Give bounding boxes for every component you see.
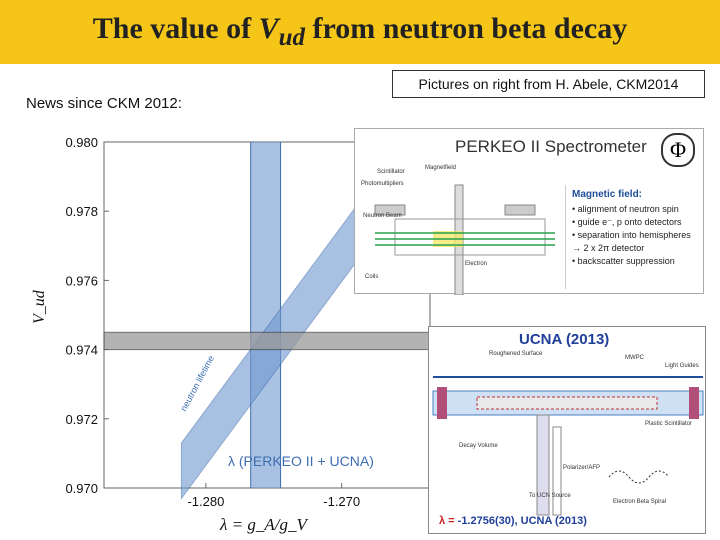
magnetic-item: → 2 x 2π detector <box>572 243 645 253</box>
horizontal-band <box>103 331 431 351</box>
title-suffix: from neutron beta decay <box>305 12 628 45</box>
magnetic-item: • guide e⁻, p onto detectors <box>572 217 682 227</box>
y-tick-label: 0.976 <box>65 273 98 288</box>
y-tick-label: 0.972 <box>65 412 98 427</box>
title-symbol: V <box>258 12 279 45</box>
magnetic-item: • alignment of neutron spin <box>572 204 679 214</box>
title-prefix: The value of <box>92 12 259 45</box>
y-axis-label: V_ud <box>31 289 48 324</box>
y-tick-label: 0.974 <box>65 343 98 358</box>
ucna-label: Electron Beta Spiral <box>613 499 667 505</box>
perkeo-logo-icon: Φ <box>661 133 695 167</box>
ucna-label: Decay Volume <box>459 443 498 449</box>
vertical-band-label: λ (PERKEO II + UCNA) <box>228 453 374 469</box>
y-tick-label: 0.970 <box>65 481 98 496</box>
perkeo-label: Magnetfield <box>425 165 457 171</box>
magnetic-field-box: Magnetic field: • alignment of neutron s… <box>565 185 703 289</box>
title-subscript: ud <box>278 24 306 51</box>
perkeo-title: PERKEO II Spectrometer <box>455 137 647 156</box>
x-axis-label: λ = g_A/g_V <box>219 515 309 534</box>
x-tick-label: -1.270 <box>323 494 360 509</box>
ucna-label: MWPC <box>625 355 644 361</box>
perkeo-panel: PERKEO II Spectrometer Φ Scintillator Ma… <box>354 128 704 295</box>
title-bar: The value of Vud from neutron beta decay <box>0 0 720 64</box>
magnetic-item: • backscatter suppression <box>572 256 675 266</box>
credit-box: Pictures on right from H. Abele, CKM2014 <box>392 70 705 98</box>
ucna-title: UCNA (2013) <box>519 331 610 348</box>
ucna-label: Roughened Surface <box>489 351 543 357</box>
x-tick-label: -1.280 <box>187 494 224 509</box>
ucna-label: Light Guides <box>665 363 699 369</box>
perkeo-label: Scintillator <box>377 169 405 175</box>
ucna-label: Plastic Scintillator <box>645 421 693 427</box>
y-tick-label: 0.980 <box>65 135 98 150</box>
perkeo-diagram <box>374 184 555 295</box>
ucna-result-value: -1.2756(30), UCNA (2013) <box>457 515 587 527</box>
perkeo-label: Electron <box>465 261 488 267</box>
slide-title: The value of Vud from neutron beta decay <box>93 12 627 52</box>
perkeo-label: Photomultipliers <box>361 181 404 187</box>
ucna-label: To UCN Source <box>529 493 571 499</box>
perkeo-label: Coils <box>365 274 379 280</box>
ucna-label: Polarizer/AFP <box>563 465 601 471</box>
ucna-diagram <box>432 376 704 516</box>
perkeo-label: Neutron Beam <box>363 213 402 219</box>
magnetic-item: • separation into hemispheres <box>572 230 691 240</box>
magnetic-heading: Magnetic field: <box>572 189 643 200</box>
ucna-result-prefix: λ = <box>439 515 458 527</box>
ucna-result: λ = -1.2756(30), UCNA (2013) <box>439 515 587 527</box>
ucna-panel: UCNA (2013) Roughened Surface MWPC Light… <box>428 326 706 534</box>
y-tick-label: 0.978 <box>65 204 98 219</box>
news-heading: News since CKM 2012: <box>26 95 182 112</box>
